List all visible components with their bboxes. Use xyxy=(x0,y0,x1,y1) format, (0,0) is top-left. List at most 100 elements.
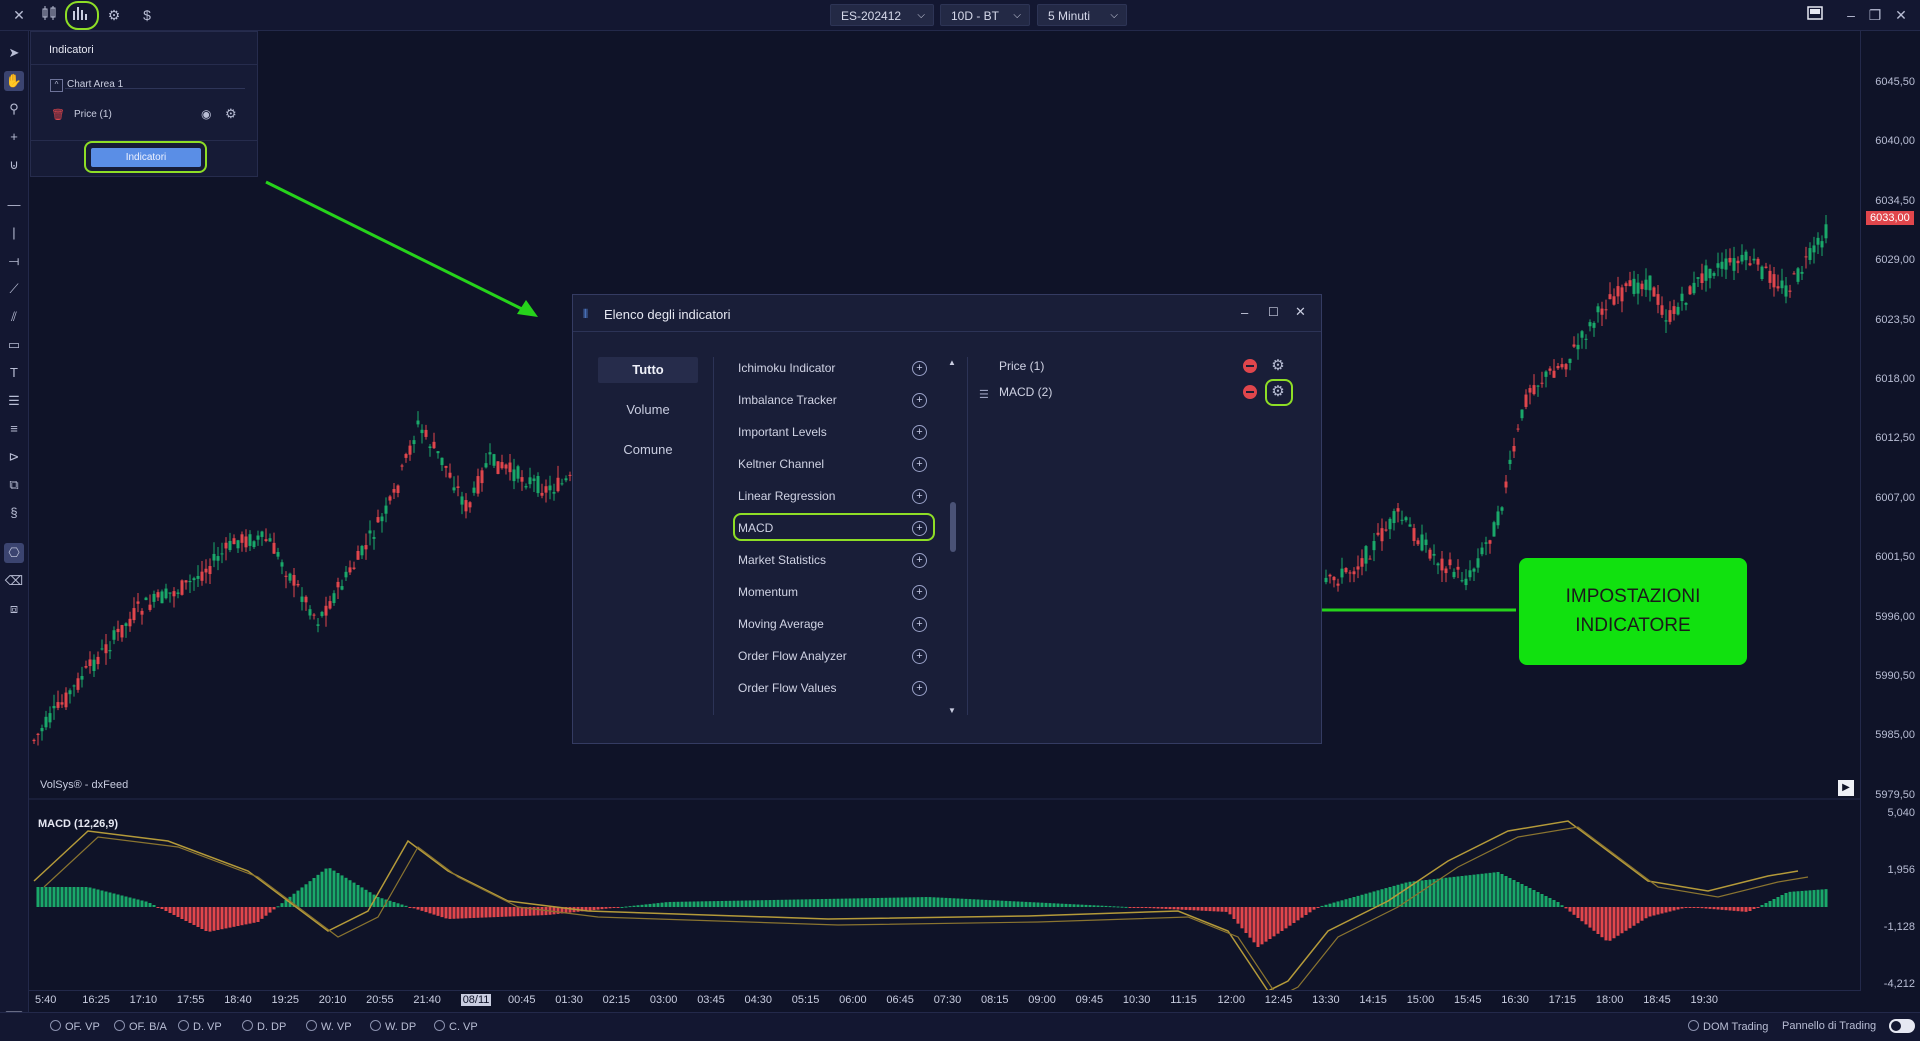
indicator-item[interactable]: Order Flow Values xyxy=(738,681,837,695)
add-icon[interactable]: + xyxy=(912,585,927,600)
profile-option[interactable]: W. VP xyxy=(306,1020,352,1033)
candle xyxy=(1780,280,1784,289)
eraser-icon[interactable]: ⌫ xyxy=(4,573,24,588)
profile-option[interactable]: OF. B/A xyxy=(114,1020,167,1033)
profile-icon[interactable]: ⧉ xyxy=(9,477,19,492)
indicator-item[interactable]: Moving Average xyxy=(738,617,824,631)
magnet-icon[interactable]: ⊍ xyxy=(9,157,19,172)
indicator-item[interactable]: Linear Regression xyxy=(738,489,836,503)
indicator-item[interactable]: Important Levels xyxy=(738,425,827,439)
close-window-icon[interactable]: ✕ xyxy=(1895,7,1907,23)
indicator-item[interactable]: Ichimoku Indicator xyxy=(738,361,836,375)
scroll-down-icon[interactable]: ▼ xyxy=(948,706,956,715)
selected-item-price[interactable]: Price (1) xyxy=(999,359,1045,373)
macd-bar xyxy=(680,901,684,907)
crosshair-icon[interactable]: + xyxy=(10,129,18,144)
profile-option[interactable]: W. DP xyxy=(370,1020,416,1033)
trendline-icon[interactable]: ⟋ xyxy=(9,281,19,296)
macd-bar xyxy=(1472,874,1476,907)
remove-icon[interactable] xyxy=(1243,359,1257,373)
indicator-item[interactable]: MACD xyxy=(738,521,774,535)
add-icon[interactable]: + xyxy=(912,617,927,632)
indicator-item[interactable]: Imbalance Tracker xyxy=(738,393,837,407)
add-icon[interactable]: + xyxy=(912,393,927,408)
macd-bar xyxy=(1536,892,1540,907)
add-icon[interactable]: + xyxy=(912,681,927,696)
levels-icon[interactable]: ≡ xyxy=(10,421,18,436)
close-icon[interactable]: ✕ xyxy=(13,7,25,23)
drawing-toolbar: ➤ ✋ ⚲ + ⊍ — | ⟞ ⟋ ⫽ ▭ T ☰ ≡ ⊳ ⧉ § ⎔ ⌫ ⧈ … xyxy=(0,31,29,1036)
dollar-icon[interactable]: $ xyxy=(143,7,151,23)
profile-option[interactable]: C. VP xyxy=(434,1020,478,1033)
vertical-line-icon[interactable]: | xyxy=(12,225,16,240)
clone-icon[interactable]: ⧈ xyxy=(9,601,19,616)
category-common[interactable]: Comune xyxy=(623,442,673,457)
candles-icon[interactable] xyxy=(38,5,60,25)
trash-icon[interactable]: 🗑 xyxy=(51,109,65,121)
indicator-item[interactable]: Order Flow Analyzer xyxy=(738,649,847,663)
remove-icon[interactable] xyxy=(1243,385,1257,399)
profile-option[interactable]: OF. VP xyxy=(50,1020,100,1033)
eye-icon[interactable]: ◉ xyxy=(201,107,212,121)
ray-icon[interactable]: ⟞ xyxy=(8,253,20,268)
scroll-up-icon[interactable]: ▲ xyxy=(948,358,956,367)
close-icon[interactable]: ✕ xyxy=(1295,304,1306,319)
fibonacci-icon[interactable]: ☰ xyxy=(8,393,20,408)
timeframe-dropdown[interactable]: 5 Minuti ⌵ xyxy=(1037,4,1127,26)
text-icon[interactable]: T xyxy=(10,365,18,380)
drag-handle-icon[interactable]: ☰ xyxy=(979,389,989,401)
lock-drawing-icon[interactable]: ⎔ xyxy=(4,543,24,563)
profile-option[interactable]: D. VP xyxy=(178,1020,222,1033)
layout-icon[interactable] xyxy=(1804,5,1826,25)
restore-icon[interactable]: ❐ xyxy=(1868,7,1882,23)
macd-bar xyxy=(1568,907,1572,912)
add-icon[interactable]: + xyxy=(912,361,927,376)
projection-icon[interactable]: ⊳ xyxy=(8,449,20,464)
add-indicator-button[interactable]: Indicatori xyxy=(91,148,201,167)
candle xyxy=(276,552,280,557)
gear-icon[interactable]: ⚙ xyxy=(225,106,237,121)
minimize-icon[interactable]: – xyxy=(1847,7,1855,23)
price-axis[interactable]: 6045,50 6040,00 6034,50 6029,00 6023,50 6018,… xyxy=(1860,31,1920,991)
rectangle-icon[interactable]: ▭ xyxy=(7,337,21,352)
profile-option[interactable]: D. DP xyxy=(242,1020,286,1033)
zoom-icon[interactable]: ⚲ xyxy=(9,101,19,116)
maximize-icon[interactable]: ☐ xyxy=(1268,305,1279,319)
scroll-thumb[interactable] xyxy=(950,502,956,552)
candle xyxy=(1440,558,1444,571)
add-icon[interactable]: + xyxy=(912,521,927,536)
macd-bar xyxy=(1580,907,1584,922)
range-dropdown[interactable]: 10D - BT ⌵ xyxy=(940,4,1030,26)
collapse-icon[interactable]: ^ xyxy=(50,79,63,92)
indicator-item[interactable]: Market Statistics xyxy=(738,553,827,567)
add-icon[interactable]: + xyxy=(912,457,927,472)
selected-item-macd[interactable]: MACD (2) xyxy=(999,385,1053,399)
candle xyxy=(1332,576,1336,581)
macd-bar xyxy=(1236,907,1240,924)
indicator-item[interactable]: Momentum xyxy=(738,585,799,599)
settings-icon[interactable]: ⚙ xyxy=(107,7,121,23)
horizontal-line-icon[interactable]: — xyxy=(7,197,21,212)
add-icon[interactable]: + xyxy=(912,553,927,568)
minimize-icon[interactable]: – xyxy=(1241,305,1249,320)
category-volume[interactable]: Volume xyxy=(626,402,670,417)
trading-panel-toggle[interactable] xyxy=(1889,1019,1915,1033)
add-icon[interactable]: + xyxy=(912,649,927,664)
cursor-icon[interactable]: ➤ xyxy=(8,45,20,60)
channel-icon[interactable]: ⫽ xyxy=(11,309,17,324)
scrollbar[interactable]: ▲ ▼ xyxy=(947,358,959,718)
macd-bar xyxy=(1520,884,1524,907)
dom-trading-toggle[interactable]: DOM Trading xyxy=(1688,1020,1768,1033)
candle xyxy=(252,541,256,548)
symbol-dropdown[interactable]: ES-202412 ⌵ xyxy=(830,4,934,26)
add-icon[interactable]: + xyxy=(912,489,927,504)
indicator-item[interactable]: Keltner Channel xyxy=(738,457,825,471)
macd-settings-gear-icon[interactable]: ⚙ xyxy=(1271,383,1285,400)
add-icon[interactable]: + xyxy=(912,425,927,440)
hand-icon[interactable]: ✋ xyxy=(4,71,24,91)
scroll-right-icon[interactable]: ▶ xyxy=(1838,780,1854,796)
time-axis[interactable]: 5:40 16:25 17:10 17:55 18:40 19:25 20:10 20:55 2… xyxy=(28,990,1860,1011)
category-all[interactable]: Tutto xyxy=(598,357,698,383)
gear-icon[interactable]: ⚙ xyxy=(1271,357,1285,374)
volume-profile-icon[interactable]: § xyxy=(10,505,18,520)
